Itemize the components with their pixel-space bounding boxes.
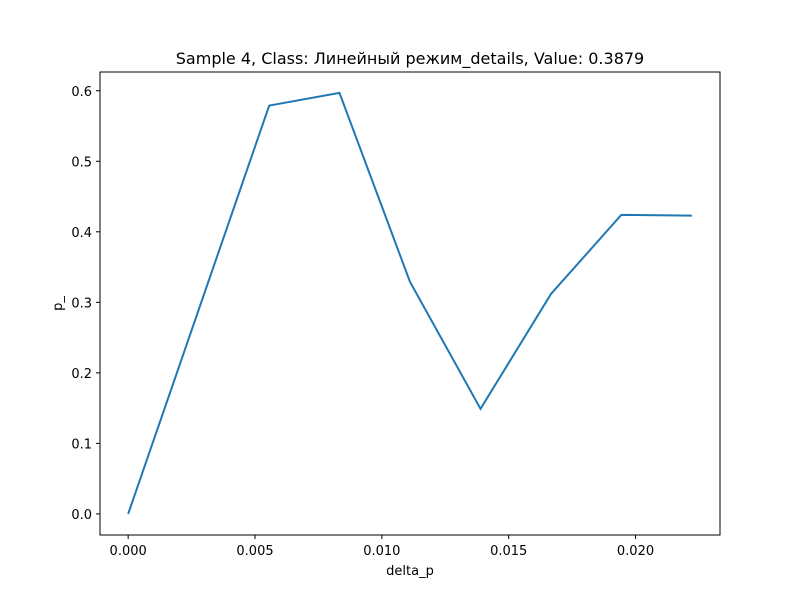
plot-area: [127, 91, 692, 515]
x-tick-label: 0.005: [236, 544, 273, 559]
x-tick-label: 0.015: [490, 544, 527, 559]
y-axis-label: p_: [51, 296, 66, 311]
y-tick-label: 0.2: [71, 367, 92, 382]
y-axis: 0.0 0.1 0.2 0.3 0.4 0.5 0.6: [71, 85, 100, 523]
x-tick-label: 0.010: [363, 544, 400, 559]
y-tick-label: 0.0: [71, 508, 92, 523]
y-tick-label: 0.4: [71, 226, 92, 241]
plot-frame: [99, 71, 721, 536]
series-line: [127, 91, 692, 515]
y-tick-label: 0.5: [71, 155, 92, 170]
y-tick-label: 0.3: [71, 296, 92, 311]
x-axis: 0.000 0.005 0.010 0.015 0.020: [110, 535, 654, 559]
x-axis-label: delta_p: [386, 564, 434, 579]
y-tick-label: 0.6: [71, 85, 92, 100]
y-tick-label: 0.1: [71, 437, 92, 452]
chart-title: Sample 4, Class: Линейный режим_details,…: [176, 49, 644, 69]
x-tick-label: 0.000: [110, 544, 147, 559]
x-tick-label: 0.020: [617, 544, 654, 559]
